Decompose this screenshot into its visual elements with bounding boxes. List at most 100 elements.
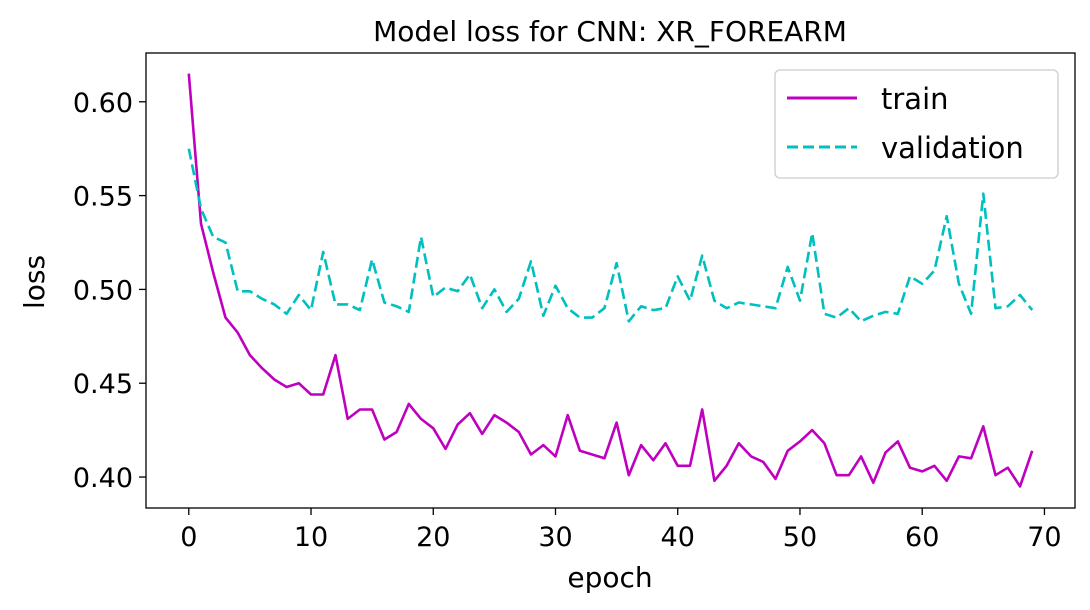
y-tick-label: 0.40	[73, 463, 133, 494]
y-axis-label: loss	[18, 255, 51, 309]
data-point-train	[334, 354, 337, 357]
legend-validation-label: validation	[881, 131, 1024, 165]
data-point-train	[236, 331, 239, 334]
data-point-validation	[408, 311, 411, 314]
data-point-validation	[285, 313, 288, 316]
data-point-validation	[1031, 309, 1034, 312]
data-point-validation	[603, 307, 606, 310]
data-point-train	[420, 418, 423, 421]
data-point-train	[860, 455, 863, 458]
data-point-train	[750, 455, 753, 458]
data-point-train	[493, 414, 496, 417]
legend: train validation	[774, 69, 1059, 179]
data-point-validation	[322, 251, 325, 254]
data-point-train	[640, 444, 643, 447]
data-point-train	[884, 451, 887, 454]
data-point-train	[298, 382, 301, 385]
data-point-validation	[762, 305, 765, 308]
data-point-validation	[652, 309, 655, 312]
data-point-train	[689, 465, 692, 468]
data-point-validation	[212, 236, 215, 239]
data-point-validation	[383, 301, 386, 304]
data-point-train	[395, 431, 398, 434]
data-point-train	[383, 438, 386, 441]
data-point-validation	[566, 307, 569, 310]
data-point-validation	[334, 303, 337, 306]
data-point-validation	[579, 316, 582, 319]
data-point-train	[224, 316, 227, 319]
data-point-train	[481, 433, 484, 436]
data-point-validation	[628, 320, 631, 323]
data-point-train	[359, 408, 362, 411]
data-point-validation	[994, 307, 997, 310]
data-point-train	[530, 453, 533, 456]
data-point-train	[1031, 450, 1034, 453]
data-point-validation	[273, 303, 276, 306]
x-tick-label: 20	[416, 522, 450, 553]
data-point-validation	[615, 262, 618, 265]
data-point-validation	[835, 316, 838, 319]
data-point-train	[188, 72, 191, 75]
data-point-validation	[823, 313, 826, 316]
data-point-train	[285, 386, 288, 389]
data-point-train	[579, 450, 582, 453]
data-point-validation	[860, 320, 863, 323]
y-tick-label: 0.50	[73, 275, 133, 306]
x-tick-label: 50	[783, 522, 817, 553]
data-point-train	[713, 480, 716, 483]
data-point-validation	[982, 192, 985, 195]
data-point-validation	[395, 305, 398, 308]
data-point-train	[799, 440, 802, 443]
data-point-validation	[848, 307, 851, 310]
data-point-train	[897, 440, 900, 443]
x-tick-label: 0	[180, 522, 197, 553]
data-point-train	[1019, 485, 1022, 488]
data-point-validation	[298, 294, 301, 297]
data-point-validation	[346, 303, 349, 306]
data-point-validation	[518, 298, 521, 301]
data-point-validation	[188, 147, 191, 150]
data-point-train	[994, 474, 997, 477]
data-point-train	[554, 455, 557, 458]
data-point-validation	[713, 299, 716, 302]
data-point-train	[652, 459, 655, 462]
y-tick-label: 0.55	[73, 182, 133, 213]
data-point-validation	[1019, 294, 1022, 297]
plot-frame	[145, 52, 1076, 509]
data-point-validation	[872, 314, 875, 317]
data-point-train	[518, 431, 521, 434]
data-point-validation	[884, 311, 887, 314]
y-tick-label: 0.45	[73, 369, 133, 400]
data-point-validation	[542, 314, 545, 317]
data-point-train	[505, 421, 508, 424]
data-point-validation	[811, 232, 814, 235]
data-point-train	[591, 453, 594, 456]
data-point-validation	[909, 275, 912, 278]
data-point-validation	[249, 290, 252, 293]
data-point-train	[322, 393, 325, 396]
data-point-validation	[224, 241, 227, 244]
data-point-validation	[371, 258, 374, 261]
data-point-validation	[505, 311, 508, 314]
data-point-train	[432, 427, 435, 430]
data-point-train	[823, 442, 826, 445]
data-point-train	[249, 354, 252, 357]
data-point-train	[945, 480, 948, 483]
data-point-train	[835, 474, 838, 477]
data-point-validation	[444, 286, 447, 289]
chart-title: Model loss for CNN: XR_FOREARM	[373, 15, 847, 48]
data-point-train	[1007, 466, 1010, 469]
data-point-train	[444, 448, 447, 451]
data-point-train	[774, 478, 777, 481]
data-point-train	[909, 466, 912, 469]
data-point-validation	[689, 299, 692, 302]
data-point-validation	[236, 290, 239, 293]
data-point-validation	[481, 307, 484, 310]
data-point-validation	[970, 313, 973, 316]
data-point-validation	[933, 269, 936, 272]
x-tick-label: 70	[1027, 522, 1061, 553]
data-point-train	[786, 450, 789, 453]
data-point-validation	[664, 307, 667, 310]
data-point-validation	[359, 309, 362, 312]
data-point-train	[872, 481, 875, 484]
